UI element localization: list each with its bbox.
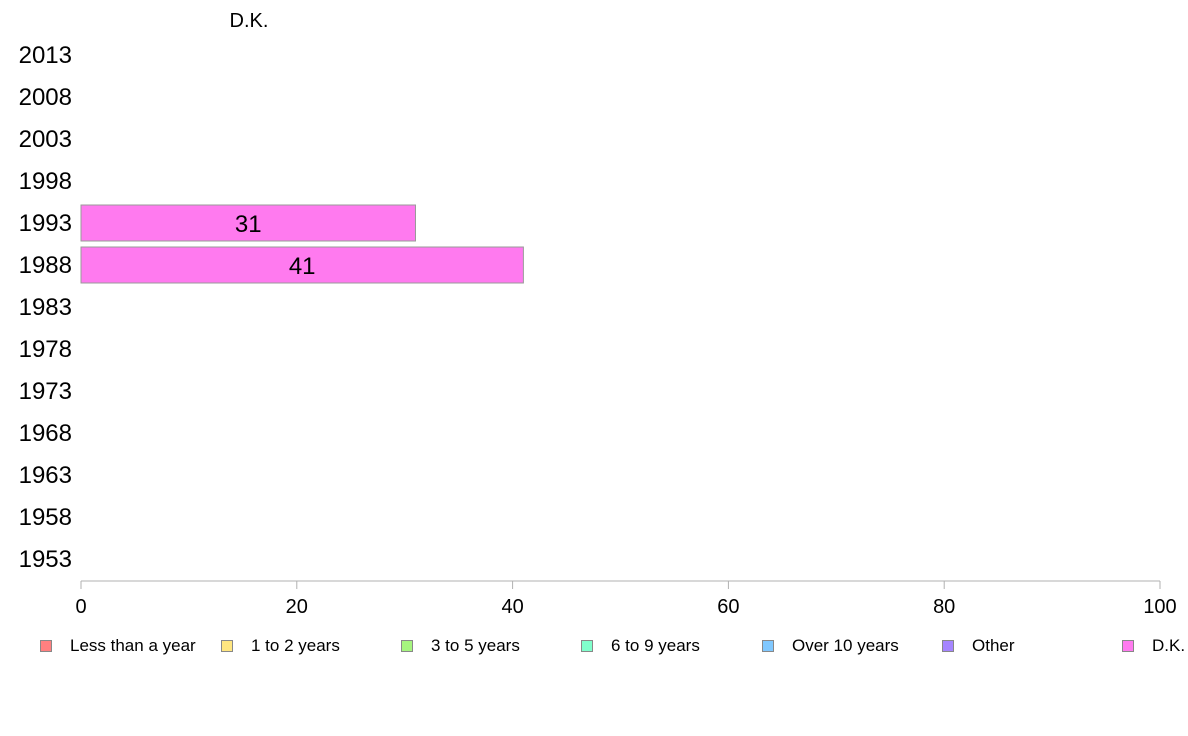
category-label: 1983 <box>19 294 72 321</box>
category-label: 2013 <box>19 42 72 69</box>
legend-swatch <box>762 640 774 652</box>
legend-swatch <box>40 640 52 652</box>
bar <box>80 204 416 242</box>
x-tick-label: 40 <box>501 596 523 618</box>
legend-item: D.K. <box>1122 634 1185 658</box>
legend-item: Other <box>942 634 1015 658</box>
x-tick-label: 80 <box>933 596 955 618</box>
legend-label: Over 10 years <box>792 636 899 655</box>
legend-item: 3 to 5 years <box>401 634 520 658</box>
category-label: 1998 <box>19 168 72 195</box>
category-labels: 2013 2008 2003 1998 1993 1988 1983 1978 1973 1968… <box>19 42 72 573</box>
category-label: 1988 <box>19 252 72 279</box>
x-tick-label: 100 <box>1143 596 1176 618</box>
category-label: 1953 <box>19 546 72 573</box>
legend-swatch <box>942 640 954 652</box>
category-label: 2008 <box>19 84 72 111</box>
category-label: 1958 <box>19 504 72 531</box>
legend: Less than a year 1 to 2 years 3 to 5 years… <box>0 634 1188 658</box>
x-tick-label: 60 <box>717 596 739 618</box>
legend-item: Over 10 years <box>762 634 899 658</box>
bars-group: 31 41 <box>80 204 524 284</box>
category-label: 1973 <box>19 378 72 405</box>
legend-label: 6 to 9 years <box>611 636 700 655</box>
category-label: 1993 <box>19 210 72 237</box>
legend-swatch <box>1122 640 1134 652</box>
chart-title: D.K. <box>230 10 269 32</box>
bar-value-label: 41 <box>289 253 316 280</box>
bar <box>80 246 524 284</box>
x-tick-label: 0 <box>75 596 86 618</box>
legend-label: Less than a year <box>70 636 196 655</box>
legend-swatch <box>401 640 413 652</box>
category-label: 2003 <box>19 126 72 153</box>
legend-label: D.K. <box>1152 636 1186 655</box>
bar-value-label: 31 <box>235 211 262 238</box>
category-label: 1978 <box>19 336 72 363</box>
legend-item: 6 to 9 years <box>581 634 700 658</box>
legend-label: Other <box>972 636 1015 655</box>
category-label: 1963 <box>19 462 72 489</box>
legend-item: Less than a year <box>40 634 196 658</box>
legend-swatch <box>581 640 593 652</box>
legend-swatch <box>221 640 233 652</box>
legend-item: 1 to 2 years <box>221 634 340 658</box>
x-axis: 0 20 40 60 80 100 <box>75 580 1177 618</box>
x-tick-label: 20 <box>286 596 308 618</box>
legend-label: 3 to 5 years <box>431 636 520 655</box>
legend-label: 1 to 2 years <box>251 636 340 655</box>
category-label: 1968 <box>19 420 72 447</box>
chart: D.K. 31 41 2013 2008 2003 1998 1993 1988 1983 19… <box>19 10 1177 618</box>
